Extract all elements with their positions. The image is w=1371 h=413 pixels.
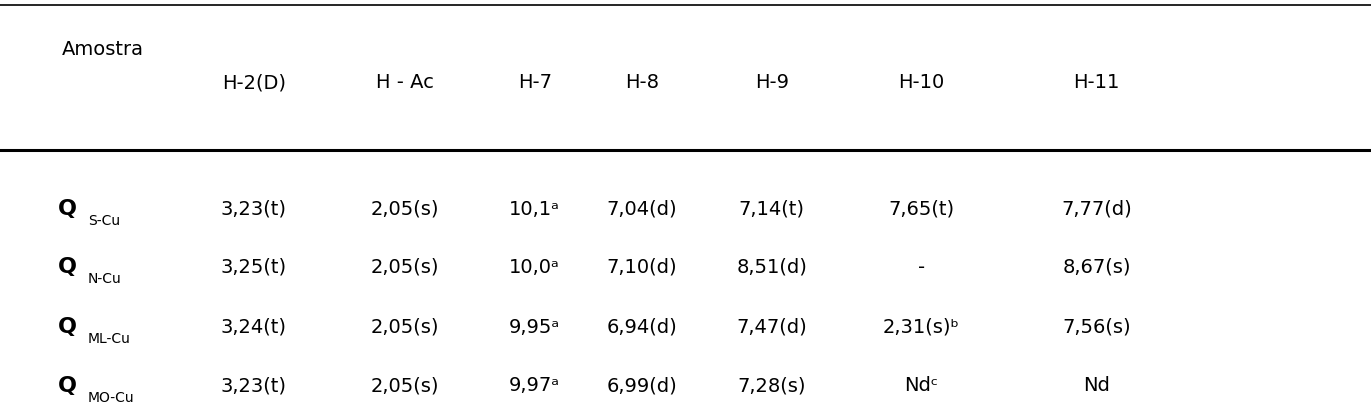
Text: 6,99(d): 6,99(d) (606, 375, 677, 394)
Text: 10,1ᵃ: 10,1ᵃ (509, 199, 561, 218)
Text: 3,23(t): 3,23(t) (221, 199, 287, 218)
Text: 7,28(s): 7,28(s) (738, 375, 806, 394)
Text: 9,95ᵃ: 9,95ᵃ (509, 317, 561, 336)
Text: N-Cu: N-Cu (88, 272, 122, 286)
Text: Q: Q (58, 375, 77, 395)
Text: H - Ac: H - Ac (376, 73, 433, 92)
Text: 8,51(d): 8,51(d) (736, 257, 808, 276)
Text: 3,25(t): 3,25(t) (221, 257, 287, 276)
Text: 2,05(s): 2,05(s) (370, 257, 439, 276)
Text: 7,47(d): 7,47(d) (736, 317, 808, 336)
Text: 2,05(s): 2,05(s) (370, 199, 439, 218)
Text: 7,77(d): 7,77(d) (1061, 199, 1132, 218)
Text: Ndᶜ: Ndᶜ (905, 375, 938, 394)
Text: H-10: H-10 (898, 73, 945, 92)
Text: 6,94(d): 6,94(d) (606, 317, 677, 336)
Text: -: - (917, 257, 925, 276)
Text: Amostra: Amostra (62, 40, 144, 59)
Text: Q: Q (58, 256, 77, 276)
Text: MO-Cu: MO-Cu (88, 390, 134, 404)
Text: Nd: Nd (1083, 375, 1111, 394)
Text: 7,56(s): 7,56(s) (1063, 317, 1131, 336)
Text: H-2(D): H-2(D) (222, 73, 285, 92)
Text: H-11: H-11 (1073, 73, 1120, 92)
Text: 3,23(t): 3,23(t) (221, 375, 287, 394)
Text: ML-Cu: ML-Cu (88, 332, 130, 346)
Text: 7,14(t): 7,14(t) (739, 199, 805, 218)
Text: 7,10(d): 7,10(d) (606, 257, 677, 276)
Text: Q: Q (58, 199, 77, 218)
Text: 7,04(d): 7,04(d) (606, 199, 677, 218)
Text: 9,97ᵃ: 9,97ᵃ (509, 375, 561, 394)
Text: Q: Q (58, 316, 77, 336)
Text: H-9: H-9 (755, 73, 788, 92)
Text: 2,05(s): 2,05(s) (370, 317, 439, 336)
Text: 2,31(s)ᵇ: 2,31(s)ᵇ (883, 317, 960, 336)
Text: H-7: H-7 (518, 73, 551, 92)
Text: 7,65(t): 7,65(t) (888, 199, 954, 218)
Text: S-Cu: S-Cu (88, 214, 119, 228)
Text: H-8: H-8 (625, 73, 658, 92)
Text: 3,24(t): 3,24(t) (221, 317, 287, 336)
Text: 10,0ᵃ: 10,0ᵃ (509, 257, 561, 276)
Text: 2,05(s): 2,05(s) (370, 375, 439, 394)
Text: 8,67(s): 8,67(s) (1063, 257, 1131, 276)
